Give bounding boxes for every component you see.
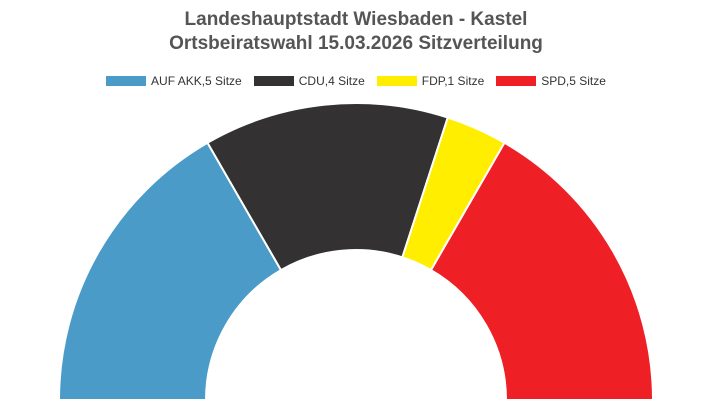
legend-swatch-auf-akk [106,76,147,86]
chart-legend: AUF AKK,5 Sitze CDU,4 Sitze FDP,1 Sitze … [0,74,712,88]
legend-swatch-fdp [376,76,417,86]
seat-segment-auf-akk[interactable] [57,141,283,400]
legend-label-spd: SPD,5 Sitze [541,74,606,88]
chart-subtitle-line: Ortsbeiratswahl 15.03.2026 Sitzverteilun… [169,33,543,54]
legend-label-fdp: FDP,1 Sitze [421,74,485,88]
legend-label-cdu: CDU,4 Sitze [298,74,365,88]
seat-segment-cdu[interactable] [206,102,450,272]
legend-item-auf-akk[interactable]: AUF AKK,5 Sitze [106,74,242,88]
chart-title: Landeshauptstadt Wiesbaden - Kastel Orts… [0,8,712,56]
legend-swatch-cdu [253,76,294,86]
legend-item-fdp[interactable]: FDP,1 Sitze [376,74,485,88]
seat-segment-spd[interactable] [429,141,655,400]
chart-title-line: Landeshauptstadt Wiesbaden - Kastel [184,9,528,30]
legend-item-cdu[interactable]: CDU,4 Sitze [253,74,365,88]
legend-label-auf-akk: AUF AKK,5 Sitze [151,74,242,88]
legend-item-spd[interactable]: SPD,5 Sitze [496,74,606,88]
legend-swatch-spd [496,76,537,86]
